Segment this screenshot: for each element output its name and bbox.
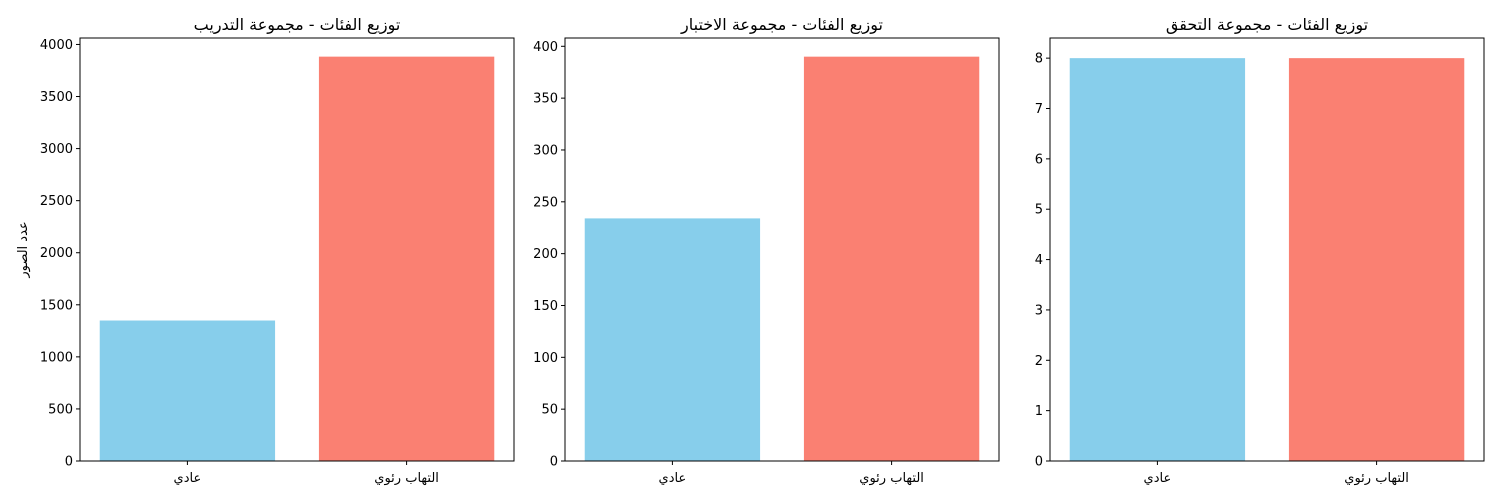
bar-pneumonia xyxy=(803,56,980,461)
chart-panel-3: 0 1 2 3 4 5 6 7 8 عادي التهاب رئوي توزيع الفئات - م… xyxy=(1035,15,1485,486)
y-tick-label: 100 xyxy=(533,351,558,366)
bar-normal xyxy=(584,218,761,461)
chart-title: توزيع الفئات - مجموعة التحقق xyxy=(1166,15,1368,35)
y-tick-label: 0 xyxy=(550,455,558,470)
y-tick-label: 350 xyxy=(533,92,558,107)
x-tick-label: عادي xyxy=(174,471,202,486)
chart-title: توزيع الفئات - مجموعة الاختبار xyxy=(680,15,883,35)
y-axis-label: عدد الصور xyxy=(16,221,31,278)
y-tick-label: 500 xyxy=(48,402,73,417)
bar-pneumonia xyxy=(1288,58,1465,462)
axes-frame xyxy=(564,37,1000,462)
y-tick-label: 400 xyxy=(533,40,558,55)
bar-normal xyxy=(99,320,276,461)
y-tick-label: 1000 xyxy=(40,350,73,365)
y-tick-label: 2000 xyxy=(40,246,73,261)
bar-pneumonia xyxy=(318,56,495,462)
y-tick-label: 4000 xyxy=(40,38,73,53)
y-tick-label: 2 xyxy=(1035,354,1043,369)
y-tick-label: 8 xyxy=(1035,52,1043,67)
x-tick-label: التهاب رئوي xyxy=(374,471,439,486)
y-tick-label: 1500 xyxy=(40,298,73,313)
chart-panel-2: 0 50 100 150 200 250 300 350 400 عادي التهاب رئوي ت… xyxy=(533,15,1000,486)
axes-frame xyxy=(1049,37,1485,462)
y-tick-label: 300 xyxy=(533,143,558,158)
y-tick-label: 6 xyxy=(1035,152,1043,167)
chart-panel-1: 0 500 1000 1500 2000 2500 3000 3500 4000 عادي الته… xyxy=(16,15,515,486)
y-tick-label: 7 xyxy=(1035,102,1043,117)
x-tick-label: عادي xyxy=(659,471,687,486)
x-tick-label: عادي xyxy=(1144,471,1172,486)
y-tick-label: 2500 xyxy=(40,194,73,209)
chart-title: توزيع الفئات - مجموعة التدريب xyxy=(194,15,401,35)
y-tick-label: 3500 xyxy=(40,90,73,105)
y-tick-label: 3 xyxy=(1035,303,1043,318)
y-tick-label: 0 xyxy=(65,455,73,470)
axes-frame xyxy=(79,37,515,462)
y-tick-label: 0 xyxy=(1035,455,1043,470)
x-tick-label: التهاب رئوي xyxy=(859,471,924,486)
y-tick-label: 3000 xyxy=(40,142,73,157)
x-tick-label: التهاب رئوي xyxy=(1344,471,1409,486)
y-tick-label: 200 xyxy=(533,247,558,262)
y-tick-label: 50 xyxy=(541,403,558,418)
y-tick-label: 250 xyxy=(533,195,558,210)
y-tick-label: 150 xyxy=(533,299,558,314)
y-tick-label: 1 xyxy=(1035,404,1043,419)
y-tick-label: 5 xyxy=(1035,203,1043,218)
y-tick-label: 4 xyxy=(1035,253,1043,268)
bar-normal xyxy=(1069,58,1246,462)
